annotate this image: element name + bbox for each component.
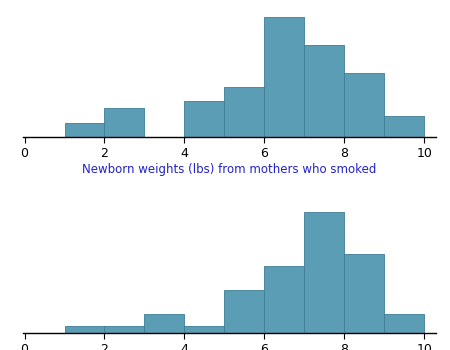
Bar [225, 87, 265, 137]
Bar [184, 102, 225, 137]
Bar [64, 122, 104, 137]
Bar [104, 108, 144, 137]
Bar [265, 266, 305, 332]
Bar [64, 327, 104, 332]
Bar [305, 45, 345, 137]
Bar [184, 327, 225, 332]
Bar [305, 212, 345, 332]
Bar [104, 327, 144, 332]
Bar [384, 314, 424, 332]
Bar [345, 254, 384, 332]
Bar [345, 73, 384, 137]
Bar [144, 314, 184, 332]
Bar [225, 290, 265, 332]
Bar [384, 116, 424, 137]
X-axis label: Newborn weights (lbs) from mothers who smoked: Newborn weights (lbs) from mothers who s… [82, 163, 377, 176]
Bar [265, 16, 305, 137]
